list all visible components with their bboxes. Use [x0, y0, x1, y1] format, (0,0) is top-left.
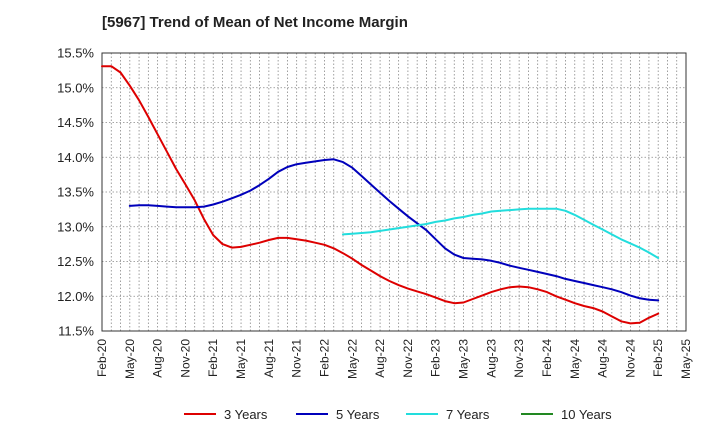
legend: 3 Years 5 Years 7 Years 10 Years — [184, 407, 612, 422]
x-tick-label: Feb-23 — [429, 339, 443, 377]
series-line-3-years — [101, 65, 660, 325]
y-tick-label: 12.5% — [57, 254, 94, 269]
x-tick-label: Feb-25 — [651, 339, 665, 377]
y-tick-label: 13.0% — [57, 219, 94, 234]
y-tick-label: 14.5% — [57, 115, 94, 130]
y-tick-label: 13.5% — [57, 185, 94, 200]
x-tick-label: Nov-24 — [623, 339, 637, 378]
y-tick-label: 11.5% — [58, 324, 94, 339]
x-tick-label: Aug-24 — [596, 339, 610, 378]
y-tick-label: 12.0% — [57, 289, 94, 304]
x-tick-label: Aug-23 — [484, 339, 498, 378]
series-line-5-years — [128, 158, 660, 302]
y-tick-label: 15.5% — [57, 46, 94, 61]
x-tick-label: May-25 — [679, 339, 693, 379]
x-tick-label: Feb-21 — [206, 339, 220, 377]
x-tick-label: May-22 — [345, 339, 359, 379]
plot-border — [101, 52, 687, 332]
x-tick-label: Nov-23 — [512, 339, 526, 378]
legend-label: 5 Years — [336, 407, 380, 422]
x-tick-label: Nov-21 — [290, 339, 304, 378]
x-tick-label: May-23 — [457, 339, 471, 379]
y-tick-label: 14.0% — [57, 150, 94, 165]
x-tick-label: Aug-21 — [262, 339, 276, 378]
axes: 11.5% 12.0% 12.5% 13.0% 13.5% 14.0% 14.5% 15.0%… — [57, 46, 693, 380]
x-tick-label: Aug-22 — [373, 339, 387, 378]
x-tick-label: May-21 — [234, 339, 248, 379]
series-lines — [101, 65, 660, 325]
x-tick-label: Nov-20 — [178, 339, 192, 378]
x-tick-label: Nov-22 — [401, 339, 415, 378]
x-tick-label: Aug-20 — [151, 339, 165, 378]
x-tick-label: Feb-22 — [317, 339, 331, 377]
y-tick-label: 15.0% — [57, 80, 94, 95]
series-line-7-years — [342, 207, 660, 259]
chart-title: [5967] Trend of Mean of Net Income Margi… — [102, 14, 408, 31]
x-tick-label: Feb-24 — [540, 339, 554, 377]
legend-label: 3 Years — [224, 407, 268, 422]
x-tick-label: May-24 — [568, 339, 582, 379]
legend-label: 10 Years — [561, 407, 612, 422]
legend-label: 7 Years — [446, 407, 490, 422]
x-tick-label: Feb-20 — [95, 339, 109, 377]
x-tick-label: May-20 — [123, 339, 137, 379]
